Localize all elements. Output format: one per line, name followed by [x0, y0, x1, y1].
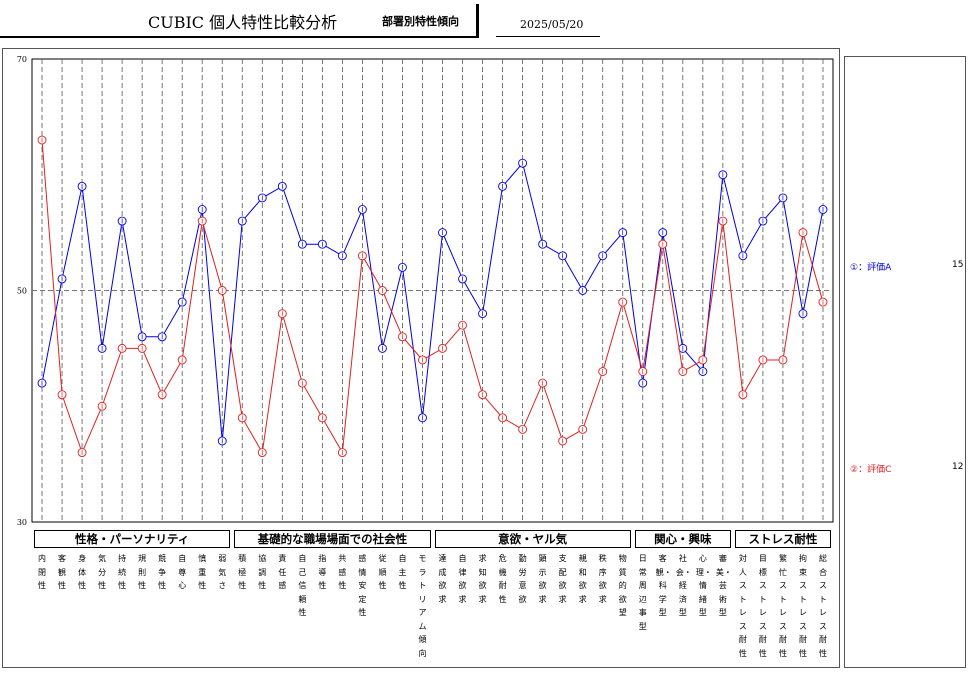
x-tick-label: 心理・情緒型 [695, 554, 712, 617]
x-tick-label: 客観性 [58, 554, 67, 590]
x-tick-label: 親和欲求 [578, 554, 587, 604]
x-tick-label: 対人ストレス耐性 [738, 554, 747, 658]
legend-panel [844, 56, 966, 668]
x-tick-label: 日常周辺事型 [638, 554, 647, 631]
date-underline [496, 36, 600, 37]
x-tick-label: 従順性 [378, 554, 387, 590]
x-tick-label: 秩序欲求 [598, 554, 607, 604]
header-divider [476, 4, 479, 38]
x-tick-label: 感情安定性 [358, 554, 367, 617]
x-tick-label: 総合ストレス耐性 [818, 554, 827, 658]
x-tick-label: 共感性 [338, 554, 347, 590]
x-tick-label: 持続性 [118, 554, 127, 590]
chart-frame [2, 48, 840, 668]
x-tick-label: 繁忙ストレス耐性 [778, 554, 787, 658]
page-subtitle: 部署別特性傾向 [382, 15, 459, 28]
report-date: 2025/05/20 [520, 18, 584, 31]
category-header: 基礎的な職場場面での社会性 [234, 530, 431, 548]
x-tick-label: 求知欲求 [478, 554, 487, 604]
legend-count-2: 12 [952, 462, 964, 472]
x-tick-label: 目標ストレス耐性 [758, 554, 767, 658]
legend-count-1: 15 [952, 260, 964, 270]
category-header: 意欲・ヤル気 [434, 530, 631, 548]
x-tick-label: 競争性 [158, 554, 167, 590]
x-tick-label: 責任感 [278, 554, 287, 590]
series-line-1 [41, 162, 824, 442]
x-tick-label: 支配欲求 [558, 554, 567, 604]
x-tick-label: 気分性 [98, 554, 107, 590]
page-title: CUBIC 個人特性比較分析 [148, 13, 338, 32]
x-tick-label: 勤労意欲 [518, 554, 527, 604]
x-tick-label: 指導性 [318, 554, 327, 590]
x-tick-label: 協調性 [258, 554, 267, 590]
x-tick-label: 客観・科学型 [655, 554, 672, 617]
x-tick-label: 自尊心 [178, 554, 187, 590]
x-tick-label: 達成欲求 [438, 554, 447, 604]
x-tick-label: 拘束ストレス耐性 [798, 554, 807, 658]
y-tick-label: 30 [17, 518, 27, 527]
x-tick-label: 物質的欲望 [618, 554, 627, 617]
legend-entry-1: ①：評価A [850, 263, 892, 273]
category-header: 性格・パーソナリティ [34, 530, 231, 548]
x-tick-label: 身体性 [78, 554, 87, 590]
y-tick-label: 50 [17, 287, 27, 296]
x-tick-label: モラトリアム傾向 [418, 554, 427, 658]
x-tick-label: 慎重性 [198, 554, 207, 590]
series-line-2 [41, 139, 824, 455]
category-header: ストレス耐性 [734, 530, 831, 548]
x-tick-label: 内閉性 [38, 554, 46, 590]
x-tick-label: 規則性 [138, 554, 147, 590]
x-tick-label: 自主性 [398, 554, 407, 590]
x-tick-label: 審美・芸術型 [715, 554, 732, 617]
legend-entry-2: ②：評価C [850, 465, 892, 475]
x-tick-label: 顕示欲求 [538, 554, 547, 604]
x-tick-label: 自律欲求 [458, 554, 467, 604]
x-tick-label: 積極性 [238, 554, 247, 590]
x-tick-label: 危機耐性 [498, 554, 507, 604]
category-header: 関心・興味 [634, 530, 731, 548]
x-tick-label: 社会・経済型 [675, 554, 692, 617]
header-underline [0, 36, 478, 38]
x-tick-label: 弱気さ [218, 554, 227, 590]
y-tick-label: 70 [17, 55, 27, 64]
x-tick-label: 自己信頼性 [298, 554, 307, 617]
